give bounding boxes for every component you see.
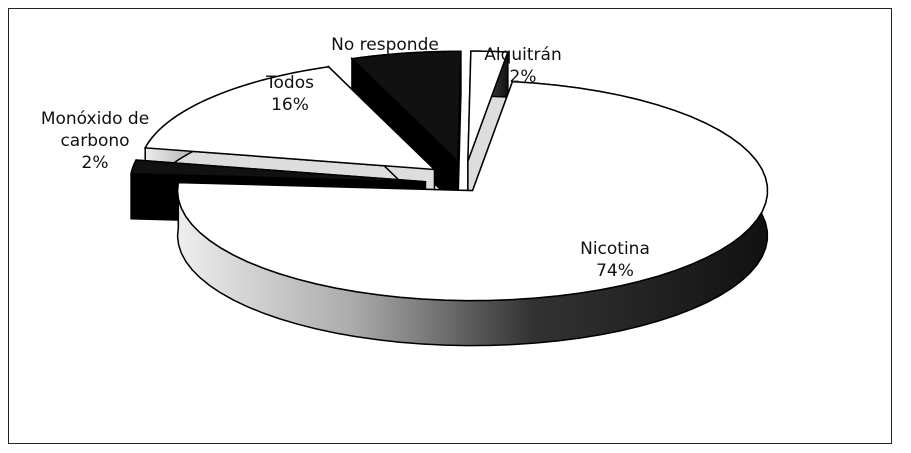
- category-label: Alquitrán: [484, 45, 562, 65]
- slice: [130, 159, 426, 183]
- category-label: Nicotina: [580, 239, 650, 259]
- value-label: 16%: [271, 95, 309, 115]
- slice: [467, 50, 509, 162]
- value-label: 2%: [81, 153, 109, 173]
- value-label: 6%: [371, 57, 399, 77]
- slice: [176, 80, 769, 302]
- slice: [143, 66, 437, 171]
- slice: [350, 50, 462, 164]
- category-label: No responde: [331, 35, 439, 55]
- slice-label: Monóxido de carbono 2%: [20, 108, 170, 174]
- category-label: Todos: [266, 73, 314, 93]
- slice-label: Todos 16%: [250, 72, 330, 116]
- value-label: 2%: [509, 67, 537, 87]
- slice-label: Alquitrán 2%: [478, 44, 568, 88]
- value-label: 74%: [596, 261, 634, 281]
- chart-frame: [8, 8, 892, 444]
- slice-label: Nicotina 74%: [560, 238, 670, 282]
- category-label: Monóxido de carbono: [40, 109, 150, 151]
- slice-label: No responde 6%: [315, 34, 455, 78]
